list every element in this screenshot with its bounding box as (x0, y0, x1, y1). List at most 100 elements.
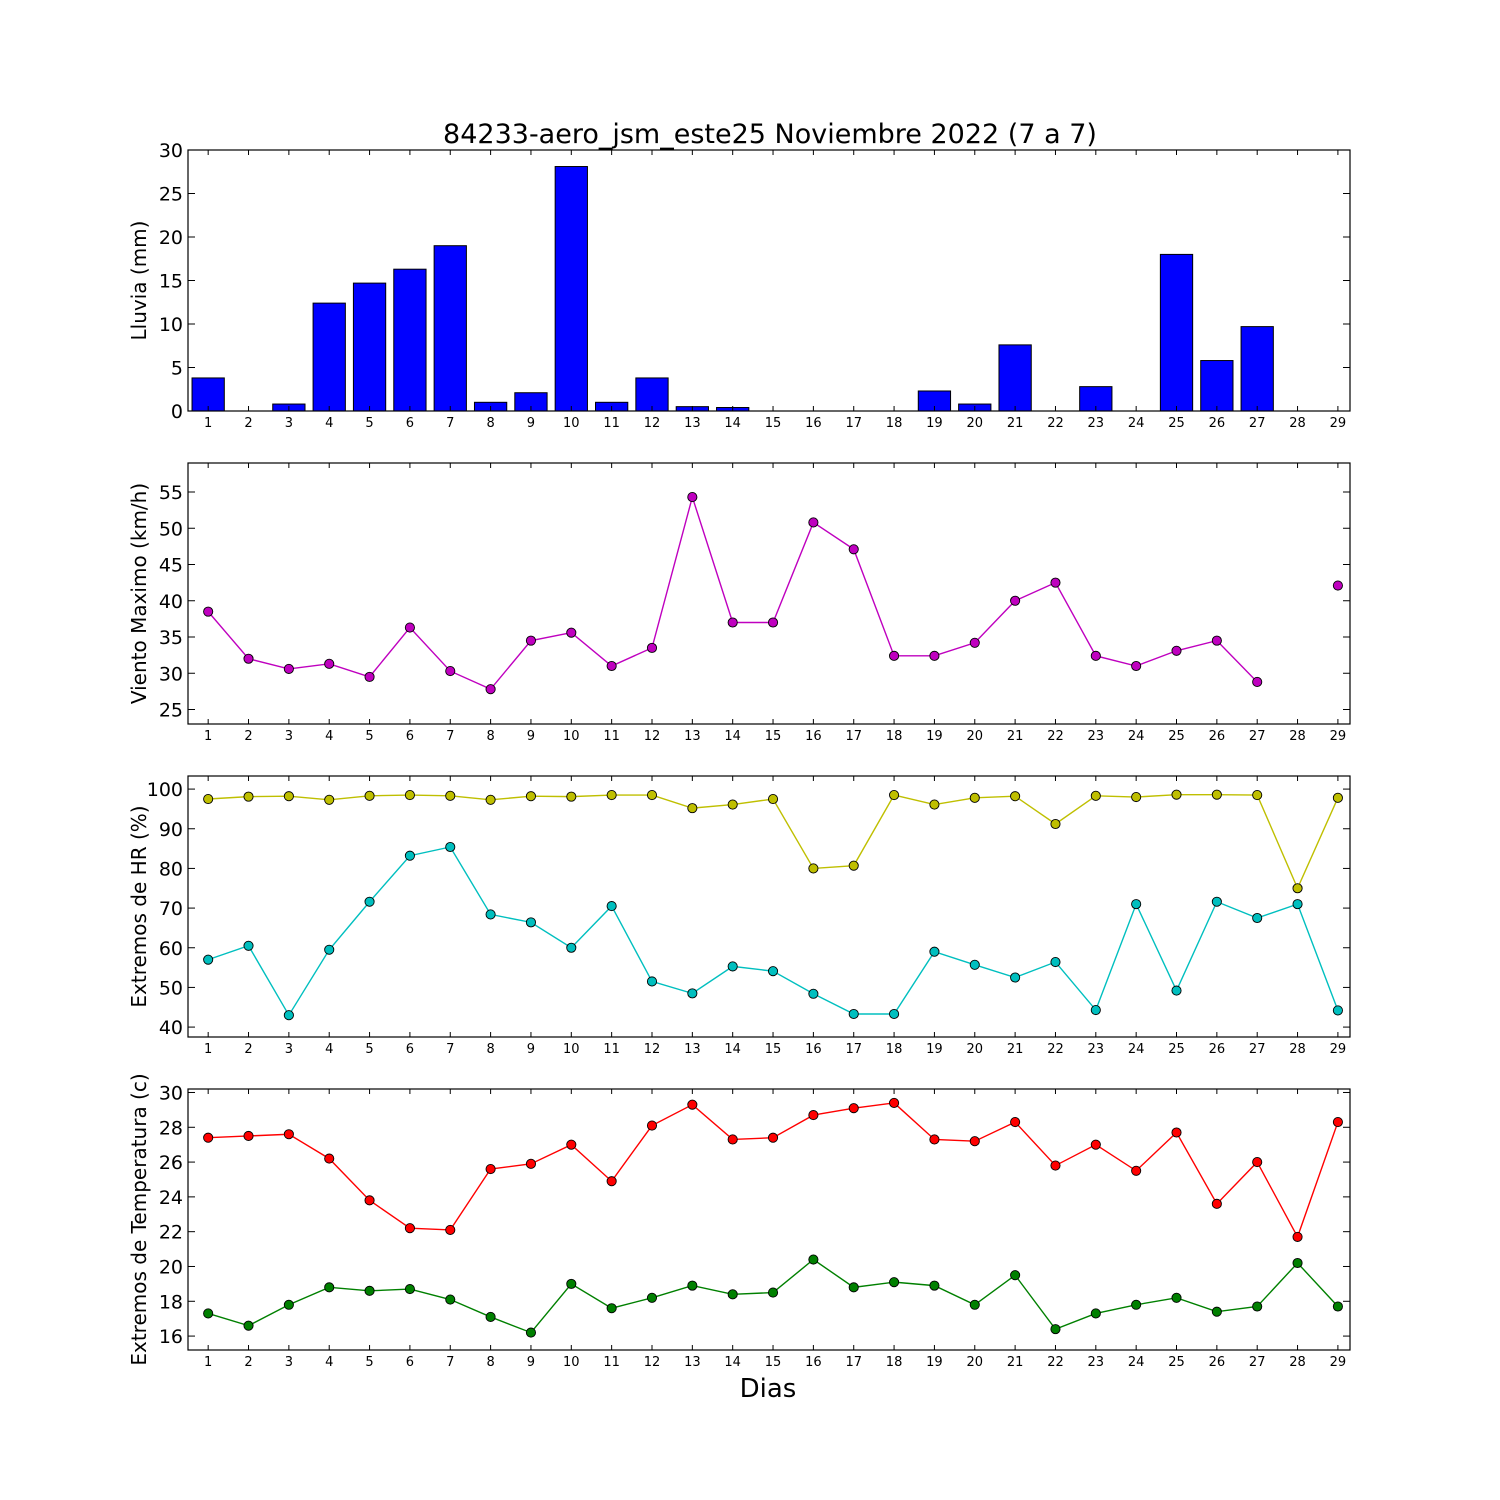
point-day-19 (929, 799, 940, 810)
point-day-9 (525, 917, 537, 928)
point-day-14 (727, 1289, 738, 1300)
x-tick-label: 27 (1249, 1355, 1266, 1370)
point-day-21 (1010, 972, 1021, 983)
x-tick-label: 10 (563, 729, 580, 744)
point-day-22 (1050, 956, 1061, 968)
y-axis-label: Extremos de HR (%) (127, 805, 151, 1007)
x-tick-label: 19 (926, 729, 943, 744)
x-tick-label: 29 (1330, 1355, 1347, 1370)
x-tick-label: 7 (446, 416, 454, 431)
point-day-11 (606, 901, 617, 912)
point-day-8 (485, 1163, 496, 1175)
x-tick-label: 26 (1209, 416, 1226, 431)
point-day-20 (969, 637, 980, 648)
x-tick-label: 15 (765, 1355, 782, 1370)
point-day-12 (646, 976, 658, 987)
x-axis-label: Dias (740, 1374, 797, 1404)
point-day-19 (929, 946, 940, 957)
x-tick-label: 27 (1249, 416, 1266, 431)
point-day-13 (687, 492, 698, 503)
point-day-3 (283, 663, 294, 674)
x-tick-label: 23 (1088, 729, 1105, 744)
y-tick-label: 50 (159, 977, 183, 999)
y-tick-label: 80 (159, 858, 183, 880)
x-tick-label: 19 (926, 1355, 943, 1370)
point-day-2 (243, 653, 254, 664)
point-day-11 (606, 660, 617, 672)
y-tick-label: 40 (159, 591, 183, 613)
x-tick-label: 27 (1249, 1042, 1266, 1057)
x-tick-label: 14 (724, 1042, 741, 1057)
x-tick-label: 26 (1209, 729, 1226, 744)
point-day-16 (808, 988, 819, 999)
series-line (207, 846, 1339, 1017)
point-day-1 (203, 606, 214, 617)
x-tick-label: 15 (765, 416, 782, 431)
x-tick-label: 24 (1128, 416, 1145, 431)
point-day-24 (1131, 791, 1142, 803)
x-tick-label: 6 (406, 729, 414, 744)
bar-day-25 (1159, 253, 1194, 412)
point-day-18 (889, 1277, 900, 1288)
point-day-9 (525, 1327, 537, 1338)
series-line (207, 494, 1258, 691)
point-day-27 (1252, 1157, 1263, 1168)
point-day-25 (1171, 1127, 1182, 1138)
x-tick-label: 16 (805, 1042, 822, 1057)
x-tick-label: 1 (204, 1355, 212, 1370)
point-day-18 (889, 1097, 900, 1108)
point-day-14 (727, 961, 738, 972)
point-day-12 (646, 642, 658, 653)
bar-day-21 (998, 344, 1032, 412)
point-day-29 (1332, 1301, 1343, 1312)
x-tick-label: 18 (886, 1042, 903, 1057)
x-tick-label: 17 (845, 1355, 862, 1370)
x-tick-label: 14 (724, 1355, 741, 1370)
y-tick-label: 24 (159, 1187, 183, 1209)
point-day-15 (767, 793, 779, 805)
x-tick-label: 29 (1330, 729, 1347, 744)
point-day-21 (1010, 595, 1021, 606)
point-day-16 (808, 863, 819, 874)
y-tick-label: 10 (159, 314, 183, 336)
x-tick-label: 5 (365, 416, 373, 431)
point-day-27 (1252, 912, 1263, 924)
x-tick-label: 12 (644, 416, 661, 431)
point-day-28 (1292, 1231, 1303, 1242)
x-tick-label: 3 (285, 1042, 293, 1057)
point-day-7 (445, 841, 456, 853)
point-day-6 (404, 789, 415, 801)
point-day-22 (1050, 1160, 1061, 1171)
y-tick-label: 15 (159, 271, 183, 293)
bar-day-7 (433, 245, 467, 412)
series-1 (203, 492, 1343, 695)
x-tick-label: 18 (886, 729, 903, 744)
x-tick-label: 3 (285, 416, 293, 431)
y-tick-label: 30 (159, 663, 183, 685)
x-tick-label: 10 (563, 1042, 580, 1057)
point-day-3 (283, 1129, 294, 1140)
y-tick-label: 40 (159, 1017, 183, 1039)
point-day-24 (1131, 1299, 1142, 1310)
point-day-6 (404, 1223, 415, 1234)
x-tick-label: 21 (1007, 1042, 1024, 1057)
x-tick-label: 2 (244, 1355, 252, 1370)
point-day-22 (1050, 818, 1061, 830)
x-tick-label: 20 (966, 416, 983, 431)
point-day-5 (364, 1195, 375, 1206)
x-tick-label: 2 (244, 1042, 252, 1057)
x-tick-label: 16 (805, 729, 822, 744)
point-day-19 (929, 650, 940, 661)
point-day-5 (364, 790, 375, 801)
x-tick-label: 14 (724, 729, 741, 744)
x-tick-label: 15 (765, 729, 782, 744)
point-day-10 (566, 1139, 577, 1150)
x-tick-label: 25 (1168, 1355, 1185, 1370)
point-day-7 (445, 666, 456, 677)
x-tick-label: 17 (845, 1042, 862, 1057)
point-day-5 (364, 671, 375, 682)
x-tick-label: 19 (926, 1042, 943, 1057)
point-day-2 (243, 940, 254, 951)
